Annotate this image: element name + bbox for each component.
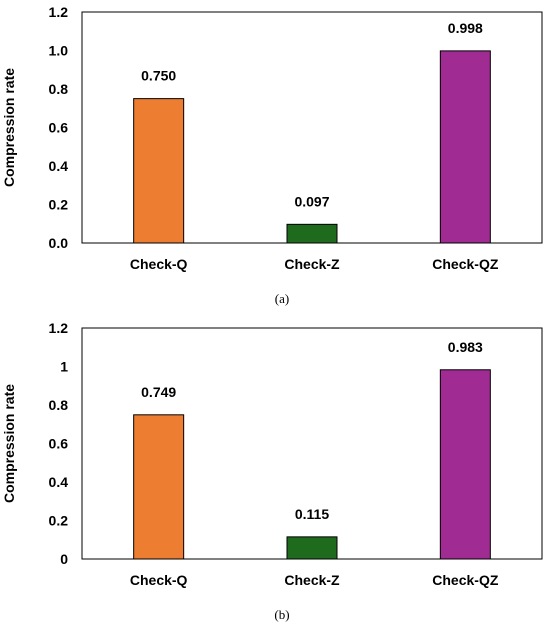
- chart-a: 0.0 0.2 0.4 0.6 0.8 1.0 1.2 Compression rate 0.7…: [1, 4, 543, 306]
- y-tick-label: 0.6: [49, 436, 69, 452]
- y-tick-label: 1: [60, 359, 68, 375]
- category-label: Check-Z: [284, 572, 340, 588]
- y-tick-label: 0.6: [49, 120, 69, 136]
- data-label: 0.097: [294, 193, 329, 209]
- y-tick-label: 0.8: [49, 81, 69, 97]
- bar-check-q: [133, 98, 185, 244]
- data-label: 0.749: [141, 384, 176, 400]
- category-label: Check-Z: [284, 256, 340, 272]
- y-tick-label: 0.2: [49, 197, 69, 213]
- y-tick-label: 1.2: [49, 320, 69, 336]
- y-tick-label: 0.8: [49, 397, 69, 413]
- y-axis-label: Compression rate: [1, 68, 17, 187]
- y-tick-label: 0.4: [49, 474, 69, 490]
- subfigure-caption: (a): [275, 291, 289, 306]
- y-tick-label: 0.4: [49, 158, 69, 174]
- bar-check-qz: [439, 369, 491, 560]
- data-label: 0.750: [141, 68, 176, 84]
- category-label: Check-QZ: [432, 572, 499, 588]
- y-tick-label: 1.2: [49, 4, 69, 20]
- subfigure-caption: (b): [274, 607, 289, 622]
- data-label: 0.998: [448, 20, 483, 36]
- chart-svg: 0.0 0.2 0.4 0.6 0.8 1.0 1.2 Compression rate 0.7…: [1, 4, 543, 306]
- data-label: 0.115: [295, 506, 329, 522]
- chart-b: 0 0.2 0.4 0.6 0.8 1 1.2 Compression rate 0.749 Ch…: [0, 316, 550, 632]
- category-label: Check-Q: [130, 572, 188, 588]
- bar-check-z: [286, 223, 338, 244]
- category-label: Check-Q: [130, 256, 188, 272]
- y-tick-label: 0: [60, 551, 68, 567]
- y-tick-label: 0.2: [49, 513, 69, 529]
- y-axis-label: Compression rate: [1, 384, 17, 503]
- chart-svg: 0 0.2 0.4 0.6 0.8 1 1.2 Compression rate 0.749 Ch…: [1, 320, 543, 622]
- y-tick-label: 0.0: [49, 235, 69, 251]
- category-label: Check-QZ: [432, 256, 499, 272]
- data-label: 0.983: [448, 339, 483, 355]
- bar-check-q: [133, 414, 185, 560]
- bar-check-qz: [439, 50, 491, 244]
- y-tick-label: 1.0: [49, 43, 69, 59]
- bar-check-z: [286, 536, 338, 560]
